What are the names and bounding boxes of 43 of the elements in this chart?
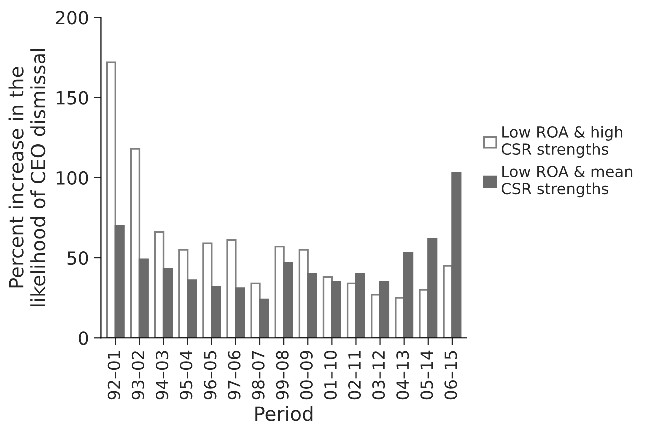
bar	[106, 62, 116, 338]
legend-label: Low ROA & high CSR strengths	[502, 126, 623, 158]
y-tick-label: 50	[68, 251, 88, 266]
x-tick-label: 99–08	[276, 351, 289, 400]
bar	[162, 268, 174, 338]
bar	[331, 281, 342, 338]
legend-label: Low ROA & mean CSR strengths	[502, 166, 633, 198]
x-tick-label: 04–13	[396, 351, 410, 400]
bar	[211, 286, 222, 338]
bar	[138, 258, 149, 338]
bar	[452, 172, 462, 338]
x-tick-label: 05–14	[420, 350, 434, 400]
x-tick-label: 00–09	[300, 351, 313, 400]
bar	[202, 242, 213, 338]
x-tick-label: 03–12	[372, 352, 386, 400]
x-tick-label: 97–06	[228, 350, 241, 400]
x-axis-title: Period	[256, 406, 313, 422]
x-tick-label: 94–03	[156, 351, 169, 400]
x-tick-label: 95–04	[180, 350, 193, 400]
x-tick-label: 92–01	[108, 351, 120, 400]
x-tick-label: 98–07	[252, 351, 265, 400]
bar	[235, 288, 246, 338]
bar	[404, 252, 414, 338]
bar	[283, 262, 294, 338]
bar	[259, 298, 270, 338]
y-tick-label: 0	[79, 332, 88, 346]
y-tick-label: 100	[56, 171, 88, 186]
bar	[114, 225, 125, 338]
y-tick-label: 200	[56, 11, 88, 25]
x-tick-label: 96–05	[204, 351, 217, 400]
bar	[130, 148, 141, 338]
x-tick-label: 06–15	[444, 351, 458, 400]
y-tick-label: 150	[56, 91, 88, 105]
bar	[428, 238, 438, 338]
x-tick-label: 01–10	[324, 351, 338, 400]
x-tick-label: 02–11	[348, 351, 362, 400]
bar	[226, 240, 237, 338]
bar	[379, 281, 390, 338]
x-tick-label: 93–02	[132, 352, 145, 400]
y-axis-title: Percent increase in the likelihood of CEO dismissal	[8, 49, 46, 306]
bar	[355, 273, 366, 338]
bar	[186, 280, 198, 338]
bar	[307, 273, 318, 338]
